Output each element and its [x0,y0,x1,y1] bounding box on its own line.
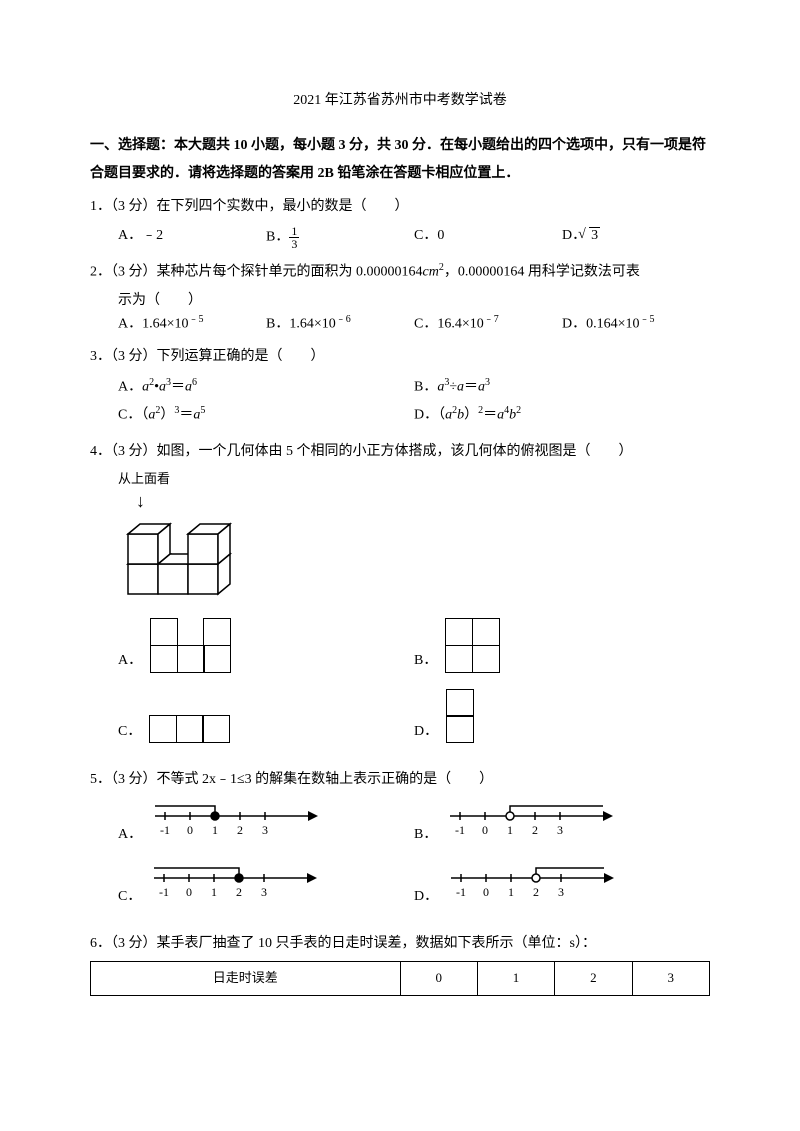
q2-opt-c: C．16.4×10﹣7 [414,312,562,336]
q4-opt-c: C． [118,689,414,744]
q6-stem: 6．（3 分）某手表厂抽查了 10 只手表的日走时误差，数据如下表所示（单位：s… [90,933,710,955]
question-5: 5．（3 分）不等式 2x﹣1≤3 的解集在数轴上表示正确的是（ ） A．-10… [90,769,710,922]
q4-top-label: 从上面看 [118,469,710,490]
svg-text:1: 1 [508,885,514,899]
svg-text:3: 3 [557,823,563,837]
q4-arrow-icon: ↓ [118,492,710,510]
q1-opt-d: D．3 [562,225,710,250]
svg-text:-1: -1 [159,885,169,899]
q2-opt-d: D．0.164×10﹣5 [562,312,710,336]
q3-opt-d: D．（a2b）2＝a4b2 [414,403,710,427]
q1-opt-c: C．0 [414,225,562,250]
svg-text:2: 2 [237,823,243,837]
svg-text:0: 0 [482,823,488,837]
question-4: 4．（3 分）如图，一个几何体由 5 个相同的小正方体搭成，该几何体的俯视图是（… [90,441,710,760]
q1-opt-a: A．﹣2 [118,225,266,250]
svg-text:2: 2 [532,823,538,837]
q2-opt-b: B．1.64×10﹣6 [266,312,414,336]
question-6: 6．（3 分）某手表厂抽查了 10 只手表的日走时误差，数据如下表所示（单位：s… [90,933,710,996]
q4-stem: 4．（3 分）如图，一个几何体由 5 个相同的小正方体搭成，该几何体的俯视图是（… [90,441,710,463]
q6-table: 日走时误差 0 1 2 3 [90,961,710,996]
svg-text:3: 3 [261,885,267,899]
table-row: 日走时误差 0 1 2 3 [91,961,710,995]
section-heading: 一、选择题：本大题共 10 小题，每小题 3 分，共 30 分．在每小题给出的四… [90,132,710,188]
q5-opt-c: C．-10123 [118,860,414,908]
q1-stem: 1．（3 分）在下列四个实数中，最小的数是（ ） [90,196,710,218]
page-title: 2021 年江苏省苏州市中考数学试卷 [90,90,710,112]
q4-opt-a: A． [118,618,414,673]
svg-text:-1: -1 [456,885,466,899]
q5-stem: 5．（3 分）不等式 2x﹣1≤3 的解集在数轴上表示正确的是（ ） [90,769,710,791]
svg-text:0: 0 [187,823,193,837]
q5-opt-a: A．-10123 [118,798,414,846]
q1-opt-b: B．13 [266,225,414,250]
q4-opt-d: D． [414,689,710,744]
svg-text:3: 3 [262,823,268,837]
q2-stem: 2．（3 分）某种芯片每个探针单元的面积为 0.00000164cm2，0.00… [90,260,710,284]
svg-text:1: 1 [211,885,217,899]
question-2: 2．（3 分）某种芯片每个探针单元的面积为 0.00000164cm2，0.00… [90,260,710,336]
svg-text:0: 0 [186,885,192,899]
q3-stem: 3．（3 分）下列运算正确的是（ ） [90,346,710,368]
q2-stem-b: 示为（ ） [90,290,710,312]
q5-opt-b: B．-10123 [414,798,710,846]
q4-opt-b: B． [414,618,710,673]
svg-text:-1: -1 [455,823,465,837]
q4-solid-figure [118,514,248,604]
question-3: 3．（3 分）下列运算正确的是（ ） A．a2•a3＝a6 B．a3÷a＝a3 … [90,346,710,430]
q3-opt-a: A．a2•a3＝a6 [118,375,414,399]
svg-text:2: 2 [236,885,242,899]
question-1: 1．（3 分）在下列四个实数中，最小的数是（ ） A．﹣2 B．13 C．0 D… [90,196,710,249]
svg-text:3: 3 [558,885,564,899]
svg-text:1: 1 [212,823,218,837]
q5-opt-d: D．-10123 [414,860,710,908]
svg-text:2: 2 [533,885,539,899]
q3-opt-c: C．（a2）3＝a5 [118,403,414,427]
q2-opt-a: A．1.64×10﹣5 [118,312,266,336]
svg-text:0: 0 [483,885,489,899]
q3-opt-b: B．a3÷a＝a3 [414,375,710,399]
svg-text:1: 1 [507,823,513,837]
svg-text:-1: -1 [160,823,170,837]
